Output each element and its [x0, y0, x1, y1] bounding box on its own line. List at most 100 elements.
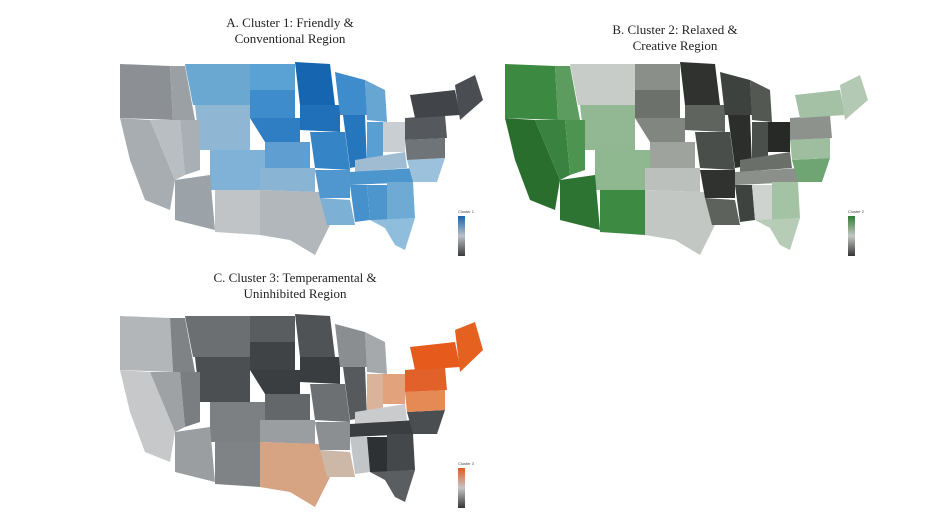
panel-c-regions [120, 314, 483, 507]
region-carolinas [407, 158, 445, 182]
region-montana [570, 64, 635, 105]
region-colorado [210, 402, 265, 442]
region-south-dakota [250, 342, 295, 370]
region-south-dakota [250, 90, 295, 118]
region-new-mexico [600, 190, 645, 235]
region-iowa [300, 105, 340, 132]
region-arizona [175, 175, 215, 230]
region-indiana [752, 122, 768, 162]
region-wyoming [195, 105, 250, 150]
region-ohio [383, 122, 405, 152]
panel-a-legend-title: Cluster 1 [458, 209, 475, 214]
region-north-dakota [250, 64, 295, 90]
panel-a-title-line1: A. Cluster 1: Friendly & [226, 15, 354, 30]
region-louisiana [320, 450, 355, 477]
region-pennsylvania [405, 115, 447, 140]
region-new-york [795, 90, 845, 118]
panel-c-title-line1: C. Cluster 3: Temperamental & [213, 270, 377, 285]
region-georgia [387, 434, 415, 472]
region-virginia [405, 138, 445, 160]
region-montana [185, 316, 250, 357]
region-new-york [410, 90, 460, 118]
region-new-england [455, 322, 483, 372]
region-ohio [768, 122, 790, 152]
region-minnesota [295, 62, 335, 105]
region-missouri [695, 132, 735, 170]
region-utah [180, 372, 200, 427]
panel-b-regions [505, 62, 868, 255]
region-alabama [752, 185, 772, 220]
panel-b-legend-bar [848, 216, 855, 256]
region-montana [185, 64, 250, 105]
panel-c-legend-title: Cluster 3 [458, 461, 475, 466]
region-missouri [310, 384, 350, 422]
region-wyoming [195, 357, 250, 402]
region-louisiana [705, 198, 740, 225]
region-nevada [150, 120, 185, 180]
panel-a-legend-bar [458, 216, 465, 256]
region-carolinas [407, 410, 445, 434]
region-texas [260, 190, 330, 255]
panel-c-legend-bar [458, 468, 465, 508]
region-south-dakota [635, 90, 680, 118]
panel-a-map-svg [120, 62, 483, 255]
region-mississippi [350, 437, 370, 474]
region-tennessee [350, 420, 415, 437]
region-new-mexico [215, 190, 260, 235]
region-wisconsin [720, 72, 752, 115]
region-pennsylvania [790, 115, 832, 140]
region-kansas [265, 394, 310, 420]
region-tennessee [735, 168, 800, 185]
region-michigan [365, 80, 387, 122]
panel-c-map-svg [120, 314, 483, 507]
panel-b-legend-title: Cluster 2 [848, 209, 865, 214]
panel-a-title: A. Cluster 1: Friendly & Conventional Re… [175, 15, 405, 47]
region-pacific-northwest [120, 64, 173, 120]
region-arizona [560, 175, 600, 230]
region-virginia [405, 390, 445, 412]
region-idaho [170, 318, 195, 372]
region-new-england [455, 75, 483, 120]
region-alabama [367, 185, 387, 220]
region-ohio [383, 374, 405, 404]
region-illinois [343, 367, 367, 420]
region-oklahoma [260, 420, 315, 444]
panel-c-map [115, 312, 485, 512]
region-mississippi [350, 185, 370, 222]
region-colorado [210, 150, 265, 190]
panel-c-title: C. Cluster 3: Temperamental & Uninhibite… [175, 270, 415, 302]
region-utah [180, 120, 200, 175]
region-texas [645, 190, 715, 255]
region-virginia [790, 138, 830, 160]
region-georgia [387, 182, 415, 220]
region-iowa [300, 357, 340, 384]
region-illinois [728, 115, 752, 168]
region-arkansas [315, 170, 350, 198]
region-minnesota [295, 314, 335, 357]
region-oklahoma [645, 168, 700, 192]
panel-a-title-line2: Conventional Region [234, 31, 346, 46]
panel-a-regions [120, 62, 483, 255]
region-missouri [310, 132, 350, 170]
region-new-mexico [215, 442, 260, 487]
region-alabama [367, 437, 387, 472]
region-iowa [685, 105, 725, 132]
panel-b-title-line2: Creative Region [632, 38, 718, 53]
region-texas [260, 442, 330, 507]
panel-c-title-line2: Uninhibited Region [243, 286, 347, 301]
region-new-york [410, 342, 460, 370]
region-new-england [840, 75, 868, 120]
region-oklahoma [260, 168, 315, 192]
region-wisconsin [335, 72, 367, 115]
region-arkansas [315, 422, 350, 450]
region-florida [370, 218, 415, 250]
region-pennsylvania [405, 367, 447, 392]
region-california [120, 118, 175, 210]
region-wisconsin [335, 324, 367, 367]
region-florida [370, 470, 415, 502]
region-florida [755, 218, 800, 250]
region-nebraska [635, 118, 685, 142]
region-indiana [367, 374, 383, 414]
region-indiana [367, 122, 383, 162]
region-arizona [175, 427, 215, 482]
